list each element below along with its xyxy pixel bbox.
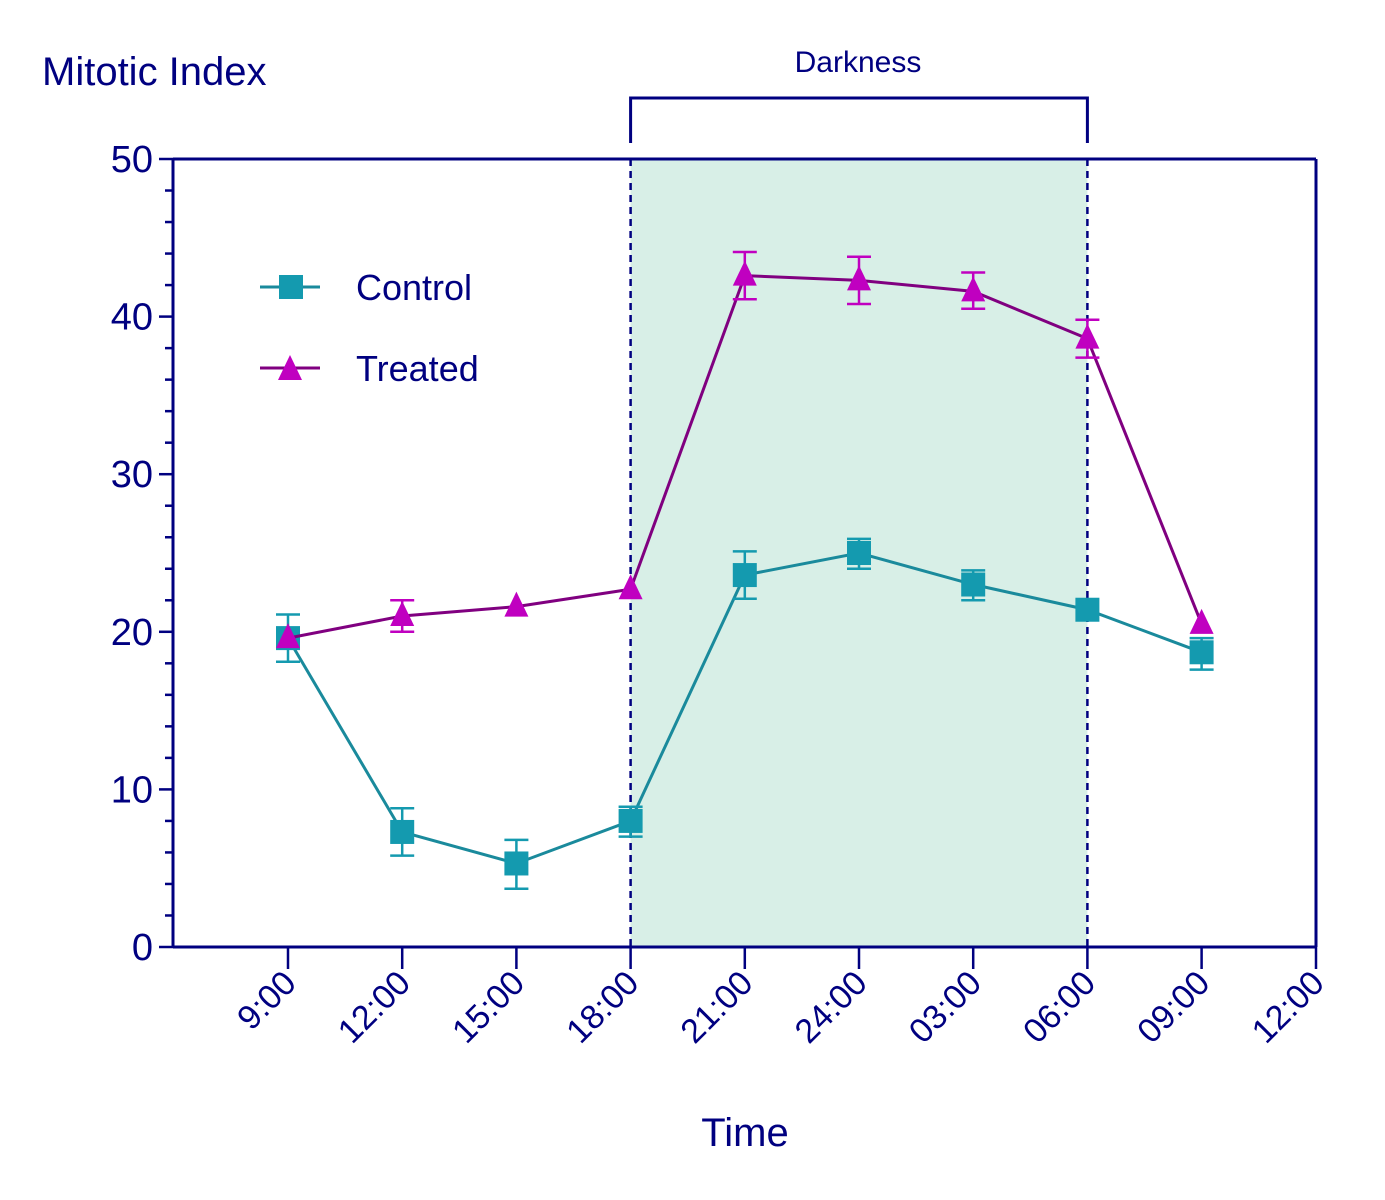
darkness-bracket (629, 96, 1089, 143)
darkness-label: Darkness (795, 46, 922, 79)
x-tick-label: 09:00 (1130, 964, 1217, 1051)
triangle-marker-icon (1075, 323, 1100, 349)
y-axis-title: Mitotic Index (42, 50, 267, 94)
x-tick-label: 9:00 (230, 964, 304, 1038)
legend-item-treated: Treated (260, 348, 479, 389)
triangle-marker-icon (618, 574, 643, 600)
triangle-marker-icon (276, 623, 300, 649)
triangle-marker-icon (961, 276, 986, 302)
square-marker-icon (618, 808, 643, 833)
axes: 0 10 20 30 40 50 9:00 12:00 15:00 18:00 21:00 24:00… (111, 139, 1332, 1051)
x-axis-title: Time (701, 1111, 788, 1155)
square-marker-icon (732, 563, 757, 588)
square-marker-icon (504, 851, 529, 876)
x-tick-label: 21:00 (673, 964, 760, 1051)
x-tick-label: 06:00 (1016, 964, 1103, 1051)
x-tick-label: 12:00 (331, 964, 418, 1051)
legend-label-treated: Treated (356, 348, 479, 389)
square-marker-icon (961, 572, 986, 597)
y-tick-label: 20 (111, 612, 153, 654)
x-tick-label: 15:00 (445, 964, 532, 1051)
y-tick-label: 50 (111, 139, 153, 181)
square-marker-icon (1075, 597, 1100, 622)
y-tick-label: 40 (111, 297, 153, 339)
triangle-marker-icon (847, 265, 871, 291)
x-tick-label: 24:00 (788, 964, 875, 1051)
x-tick-label: 12:00 (1245, 964, 1332, 1051)
triangle-marker-icon (732, 260, 757, 286)
y-tick-label: 0 (132, 927, 153, 969)
legend: Control Treated (260, 267, 479, 389)
triangle-marker-icon (390, 601, 415, 627)
x-tick-label: 18:00 (559, 964, 646, 1051)
square-marker-icon (1189, 640, 1214, 665)
square-marker-icon (847, 541, 871, 565)
legend-item-control: Control (260, 267, 472, 308)
x-tick-label: 03:00 (902, 964, 989, 1051)
square-marker-icon (279, 275, 303, 299)
y-tick-label: 10 (111, 769, 153, 811)
square-marker-icon (390, 819, 415, 844)
triangle-marker-icon (278, 355, 302, 380)
triangle-marker-icon (1189, 608, 1214, 634)
darkness-shaded-region (629, 96, 1089, 947)
series-treated (276, 250, 1214, 649)
legend-label-control: Control (356, 267, 472, 308)
y-tick-label: 30 (111, 454, 153, 496)
data-series (276, 250, 1214, 890)
triangle-marker-icon (504, 591, 529, 617)
